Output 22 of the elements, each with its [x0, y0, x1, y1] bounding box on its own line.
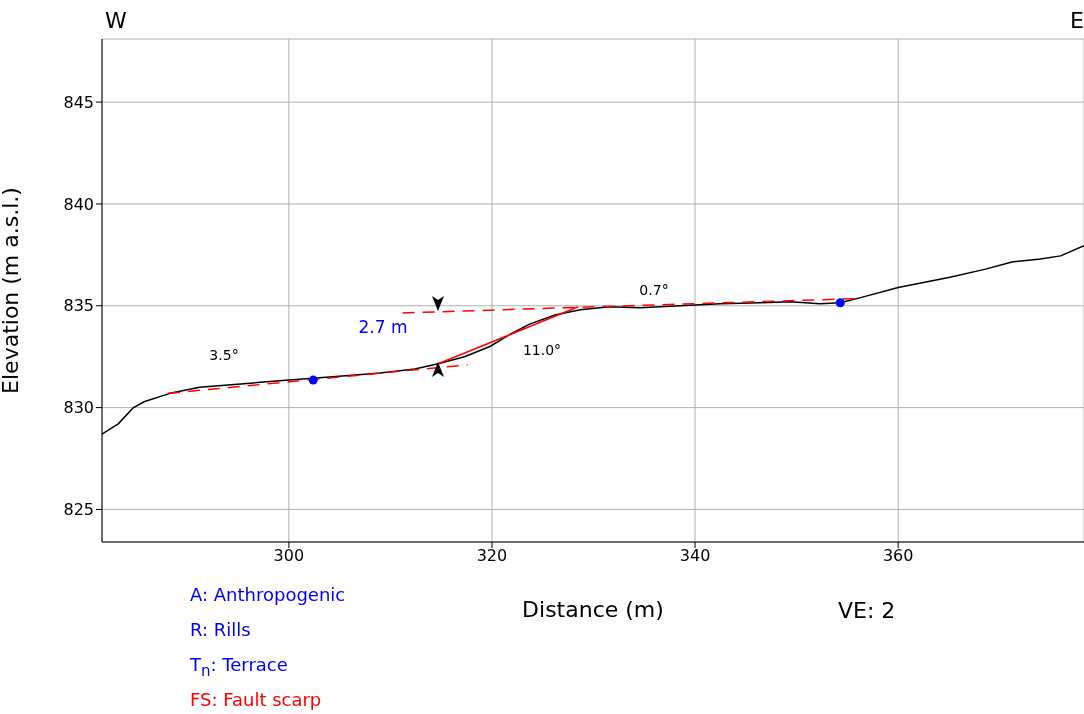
- x-tick-label: 340: [679, 546, 711, 566]
- text: R: Rills: [190, 619, 251, 640]
- y-tick-label: 825: [63, 500, 94, 520]
- text: A: Anthropogenic: [190, 584, 346, 605]
- text: VE: 2: [838, 598, 896, 623]
- annotation: 3.5°: [209, 347, 239, 363]
- x-tick-label: 360: [882, 546, 914, 566]
- annotation: 2.7 m: [358, 317, 408, 337]
- text: E: [1070, 8, 1084, 33]
- y-tick-label: 830: [63, 398, 94, 418]
- text: T$_{n}$: Terrace: [190, 654, 288, 680]
- text: FS: Fault scarp: [190, 689, 322, 710]
- x-axis-title: Distance (m): [522, 597, 664, 622]
- x-tick-label: 320: [476, 546, 508, 566]
- annotation: 0.7°: [639, 282, 669, 298]
- y-tick-label: 845: [63, 92, 94, 112]
- y-tick-label: 835: [63, 296, 94, 316]
- y-tick-label: 840: [63, 194, 94, 214]
- annotation: 11.0°: [522, 342, 562, 358]
- x-tick-label: 300: [273, 546, 305, 566]
- text: W: [105, 8, 127, 33]
- y-axis-title: Elevation (m a.s.l.): [0, 187, 23, 394]
